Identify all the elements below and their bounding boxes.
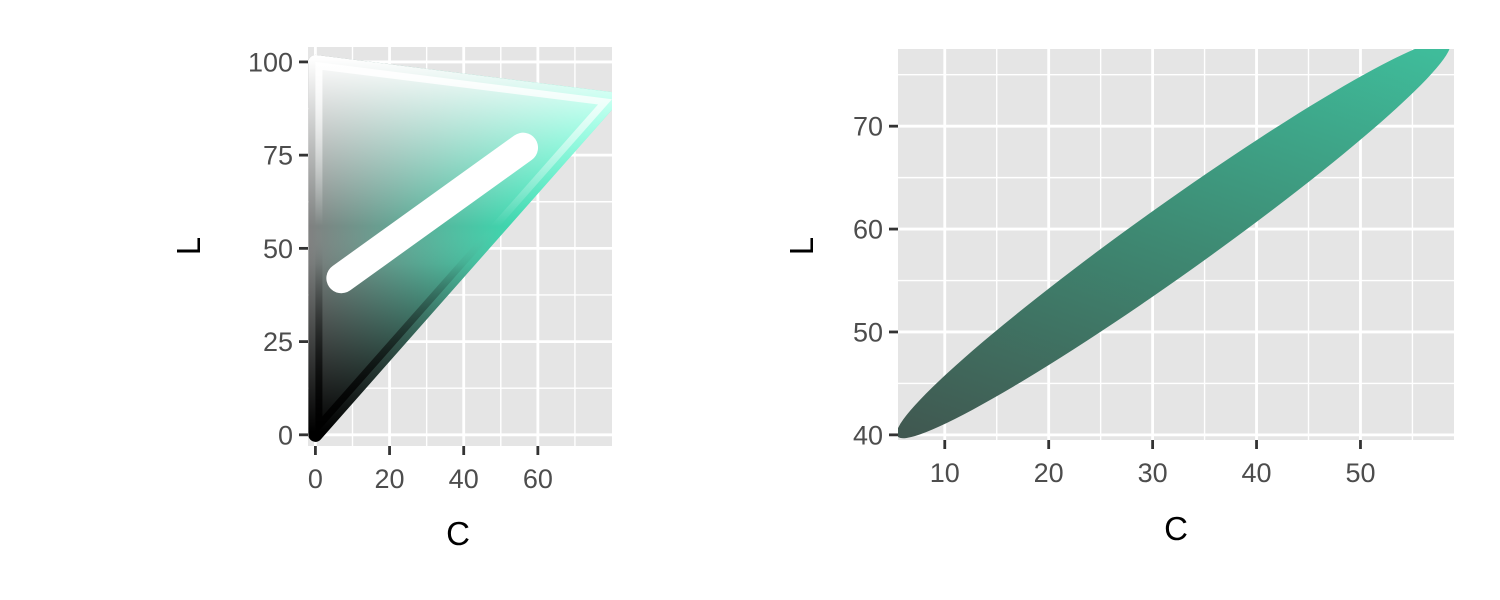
gamut-region [308, 54, 612, 442]
y-tick-label: 25 [263, 327, 293, 357]
x-tick-label: 40 [449, 464, 479, 494]
axes: 0 20 40 60 0 25 50 75 100 [248, 47, 553, 494]
y-tick-label: 100 [248, 47, 293, 77]
point-cloud [898, 49, 1451, 439]
ellipse-points [898, 49, 1451, 439]
x-tick-label: 40 [1242, 458, 1272, 488]
x-tick-label: 50 [1345, 458, 1375, 488]
y-tick-label: 40 [853, 420, 883, 450]
x-tick-label: 30 [1138, 458, 1168, 488]
x-tick-label: 20 [1034, 458, 1064, 488]
y-tick-label: 50 [853, 317, 883, 347]
x-axis-title: C [446, 515, 470, 552]
y-tick-label: 75 [263, 141, 293, 171]
gamut-lightness-shade [308, 54, 612, 442]
grid [898, 49, 1454, 440]
y-axis-title: L [170, 237, 207, 255]
x-tick-label: 0 [308, 464, 323, 494]
y-tick-label: 50 [263, 234, 293, 264]
x-tick-label: 60 [523, 464, 553, 494]
y-axis-title: L [783, 237, 820, 255]
y-tick-label: 0 [278, 420, 293, 450]
axes: 10 20 30 40 50 40 50 60 70 [853, 112, 1376, 488]
y-tick-label: 60 [853, 215, 883, 245]
excluded-ellipse [326, 132, 539, 294]
y-tick-label: 70 [853, 112, 883, 142]
x-tick-label: 10 [930, 458, 960, 488]
chart-cloud-panel: 10 20 30 40 50 40 50 60 70 C L [783, 49, 1454, 547]
x-tick-label: 20 [375, 464, 405, 494]
x-axis-title: C [1164, 510, 1188, 547]
chart-gamut-panel: 0 20 40 60 0 25 50 75 100 C L [170, 47, 612, 552]
